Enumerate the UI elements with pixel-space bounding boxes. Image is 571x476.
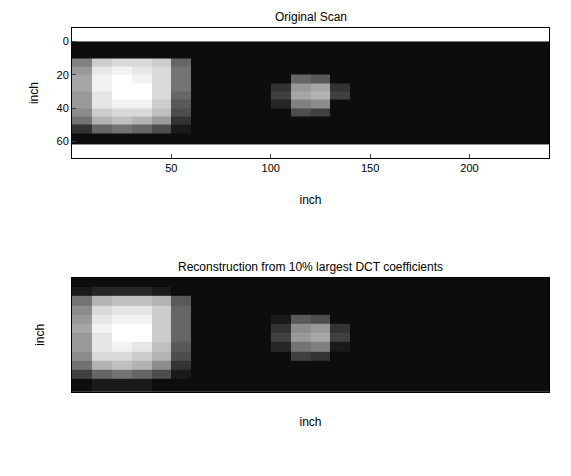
svg-text:20: 20 — [57, 69, 69, 81]
svg-text:200: 200 — [460, 162, 478, 174]
svg-text:150: 150 — [361, 162, 379, 174]
svg-text:inch: inch — [33, 324, 47, 346]
svg-text:50: 50 — [165, 162, 177, 174]
svg-text:40: 40 — [57, 102, 69, 114]
svg-text:60: 60 — [57, 135, 69, 147]
svg-text:100: 100 — [262, 162, 280, 174]
svg-text:inch: inch — [299, 415, 321, 429]
svg-text:0: 0 — [63, 35, 69, 47]
svg-text:inch: inch — [27, 82, 41, 104]
svg-text:Original Scan: Original Scan — [275, 10, 347, 24]
svg-text:inch: inch — [299, 193, 321, 207]
svg-text:Reconstruction from 10% larges: Reconstruction from 10% largest DCT coef… — [178, 260, 443, 274]
